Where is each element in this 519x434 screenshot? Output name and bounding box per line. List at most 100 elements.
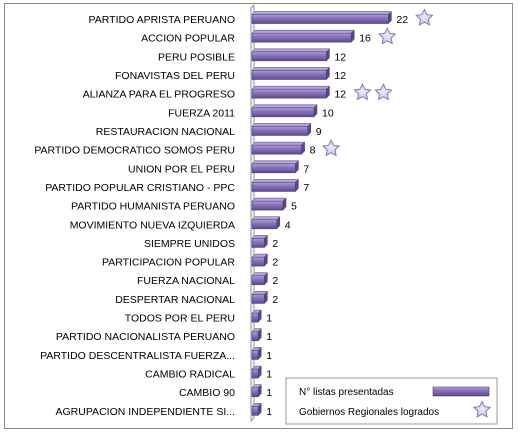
value-label: 5 xyxy=(291,201,297,213)
bar xyxy=(251,126,309,136)
value-label: 2 xyxy=(272,294,278,306)
category-label: FUERZA NACIONAL xyxy=(137,275,235,287)
bar-end xyxy=(313,104,318,118)
bar xyxy=(251,387,259,398)
bar-end xyxy=(295,160,299,174)
value-label: 12 xyxy=(334,70,346,82)
value-label: 7 xyxy=(303,163,309,175)
star-marker xyxy=(353,82,372,101)
bar xyxy=(251,200,284,211)
star-marker xyxy=(374,82,393,101)
bar-end xyxy=(388,10,392,25)
category-label: UNION POR EL PERU xyxy=(128,163,235,175)
value-label: 8 xyxy=(310,145,316,157)
bar-end xyxy=(257,384,262,398)
bar xyxy=(251,163,296,174)
value-label: 4 xyxy=(285,219,291,231)
bar-top xyxy=(251,216,281,221)
bar xyxy=(251,70,327,80)
bar-end xyxy=(264,253,268,267)
value-label: 1 xyxy=(266,313,272,325)
bar xyxy=(251,331,259,342)
bar xyxy=(251,312,259,323)
value-label: 16 xyxy=(359,33,371,45)
bar-top xyxy=(251,85,331,90)
category-label: ACCION POPULAR xyxy=(141,33,235,45)
category-label: PARTIDO DESCENTRALISTA FUERZA... xyxy=(40,350,235,362)
legend-label-listas: N° listas presentadas xyxy=(299,387,394,398)
bar-end xyxy=(282,197,287,211)
value-label: 1 xyxy=(266,387,272,399)
bar-end xyxy=(264,272,268,286)
value-label: 9 xyxy=(316,126,322,138)
bar xyxy=(251,219,278,230)
bar-end xyxy=(257,328,262,342)
legend-box xyxy=(285,377,498,425)
bar xyxy=(251,294,265,304)
bar-end xyxy=(276,216,281,230)
bar xyxy=(251,406,259,416)
legend-label-gobiernos: Gobiernos Regionales logrados xyxy=(299,407,439,418)
star-marker xyxy=(415,8,434,26)
legend: N° listas presentadas Gobiernos Regionale… xyxy=(285,377,498,425)
bar-layer xyxy=(251,10,393,416)
bar xyxy=(251,88,327,99)
bar-end xyxy=(326,48,330,62)
bar-top xyxy=(251,11,393,15)
category-label: CAMBIO 90 xyxy=(179,387,235,399)
bar xyxy=(251,238,265,248)
bar-end xyxy=(264,234,268,249)
value-label: 1 xyxy=(266,406,272,418)
category-label: MOVIMIENTO NUEVA IZQUIERDA xyxy=(70,219,235,231)
bar-end xyxy=(264,290,268,305)
value-label: 2 xyxy=(272,257,278,269)
category-label: FONAVISTAS DEL PERU xyxy=(115,70,235,82)
star-marker xyxy=(378,27,397,45)
bar-end xyxy=(257,365,262,379)
bar-end xyxy=(326,66,330,81)
legend-swatch-star xyxy=(472,400,492,418)
bar xyxy=(251,144,302,155)
bar-end xyxy=(301,141,305,155)
bar xyxy=(251,32,352,43)
category-label: TODOS POR EL PERU xyxy=(125,313,235,325)
value-label: 2 xyxy=(272,275,278,287)
bar-top xyxy=(251,141,306,146)
category-label: PARTIDO DEMOCRATICO SOMOS PERU xyxy=(34,145,235,157)
category-label: PERU POSIBLE xyxy=(158,51,235,63)
bar xyxy=(251,182,296,192)
value-label: 7 xyxy=(303,182,309,194)
value-label: 12 xyxy=(334,89,346,101)
category-label: CAMBIO RADICAL xyxy=(145,369,235,381)
bar-top xyxy=(251,197,287,202)
bar-top xyxy=(251,123,312,127)
bar xyxy=(251,107,315,118)
category-label: PARTIDO APRISTA PERUANO xyxy=(89,14,235,26)
value-label: 2 xyxy=(272,238,278,250)
value-label: 12 xyxy=(334,51,346,63)
value-label: 22 xyxy=(396,14,408,26)
value-label: 1 xyxy=(266,331,272,343)
value-label: 10 xyxy=(322,107,334,119)
bar-end xyxy=(307,122,312,137)
category-label: PARTIDO POPULAR CRISTIANO - PPC xyxy=(45,182,235,194)
category-label: ALIANZA PARA EL PROGRESO xyxy=(83,89,235,101)
star-layer xyxy=(321,8,434,157)
category-label: DESPERTAR NACIONAL xyxy=(115,294,235,306)
category-label: PARTIDO HUMANISTA PERUANO xyxy=(71,201,235,213)
bar-end xyxy=(257,346,262,360)
bar-top xyxy=(251,104,318,109)
star-marker xyxy=(321,138,341,157)
bar xyxy=(251,275,265,286)
bar-end xyxy=(326,85,330,99)
value-label: 1 xyxy=(266,350,272,362)
bar-end xyxy=(350,29,355,43)
bar-top xyxy=(251,179,300,183)
legend-swatch-bar xyxy=(432,386,490,397)
bar-top xyxy=(251,160,300,165)
value-label: 1 xyxy=(266,369,272,381)
category-label: RESTAURACION NACIONAL xyxy=(96,126,235,138)
bar-top xyxy=(251,29,355,34)
bar xyxy=(251,350,259,360)
